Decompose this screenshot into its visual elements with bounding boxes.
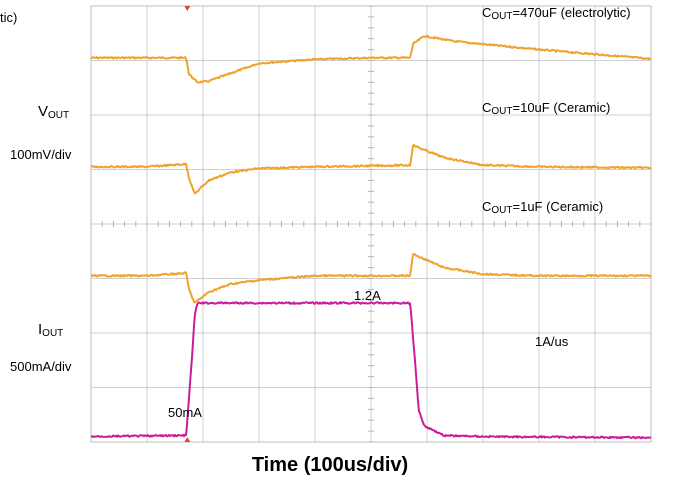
- series-label-10uf: COUT=10uF (Ceramic): [482, 100, 611, 117]
- trace-iout: [90, 301, 652, 440]
- slew-rate-label: 1A/us: [535, 334, 569, 349]
- grid: [90, 5, 652, 443]
- vout-axis-label: VOUT: [38, 103, 70, 121]
- series-label-1uf: COUT=1uF (Ceramic): [482, 199, 604, 216]
- cut-off-label: tic): [0, 10, 18, 25]
- trace-vout: [90, 34, 652, 84]
- high-current-label: 1.2A: [354, 288, 381, 303]
- iout-scale-label: 500mA/div: [10, 359, 72, 374]
- low-current-label: 50mA: [168, 405, 202, 420]
- vout-scale-label: 100mV/div: [10, 147, 72, 162]
- trace-vout: [90, 143, 652, 195]
- x-axis-title: Time (100us/div): [251, 454, 409, 476]
- series-label-470uf: COUT=470uF (electrolytic): [482, 5, 631, 22]
- trace-vout: [90, 253, 652, 304]
- markers: [184, 6, 191, 442]
- trigger-marker-bottom: [184, 437, 191, 442]
- trigger-marker-top: [184, 6, 191, 11]
- iout-axis-label: IOUT: [38, 321, 64, 339]
- traces: [90, 34, 652, 440]
